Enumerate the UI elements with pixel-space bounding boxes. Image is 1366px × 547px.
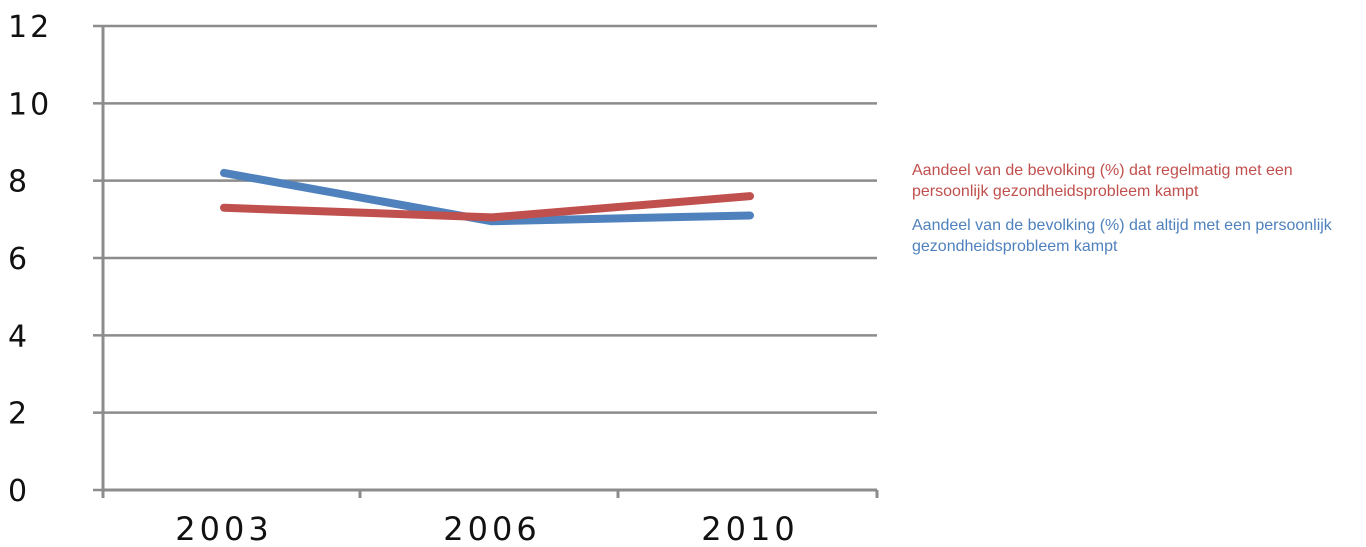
y-tick-label-8: 8 — [8, 165, 30, 200]
y-tick-label-10: 10 — [8, 87, 52, 122]
legend-item-regelmatig: Aandeel van de bevolking (%) dat regelma… — [912, 160, 1360, 202]
y-tick-label-0: 0 — [8, 474, 30, 509]
legend-label-regelmatig: Aandeel van de bevolking (%) dat regelma… — [912, 162, 1293, 200]
series-line-regelmatig — [220, 192, 754, 222]
series-lines — [220, 168, 754, 226]
legend-label-altijd: Aandeel van de bevolking (%) dat altijd … — [912, 217, 1332, 255]
x-tick-label-2006: 2006 — [443, 510, 540, 547]
grid-lines — [103, 24, 877, 414]
line-chart: 0 2 4 6 8 10 12 2003 2006 2010 — [8, 10, 879, 547]
y-axis-ticks: 0 2 4 6 8 10 12 — [8, 10, 103, 509]
y-tick-label-2: 2 — [8, 397, 30, 432]
legend: Aandeel van de bevolking (%) dat regelma… — [912, 160, 1360, 270]
legend-item-altijd: Aandeel van de bevolking (%) dat altijd … — [912, 215, 1360, 257]
x-axis-ticks: 2003 2006 2010 — [101, 490, 879, 547]
x-tick-label-2003: 2003 — [175, 510, 272, 547]
x-tick-label-2010: 2010 — [701, 510, 798, 547]
y-tick-label-4: 4 — [8, 319, 30, 354]
y-tick-label-6: 6 — [8, 242, 30, 277]
y-tick-label-12: 12 — [8, 10, 52, 45]
